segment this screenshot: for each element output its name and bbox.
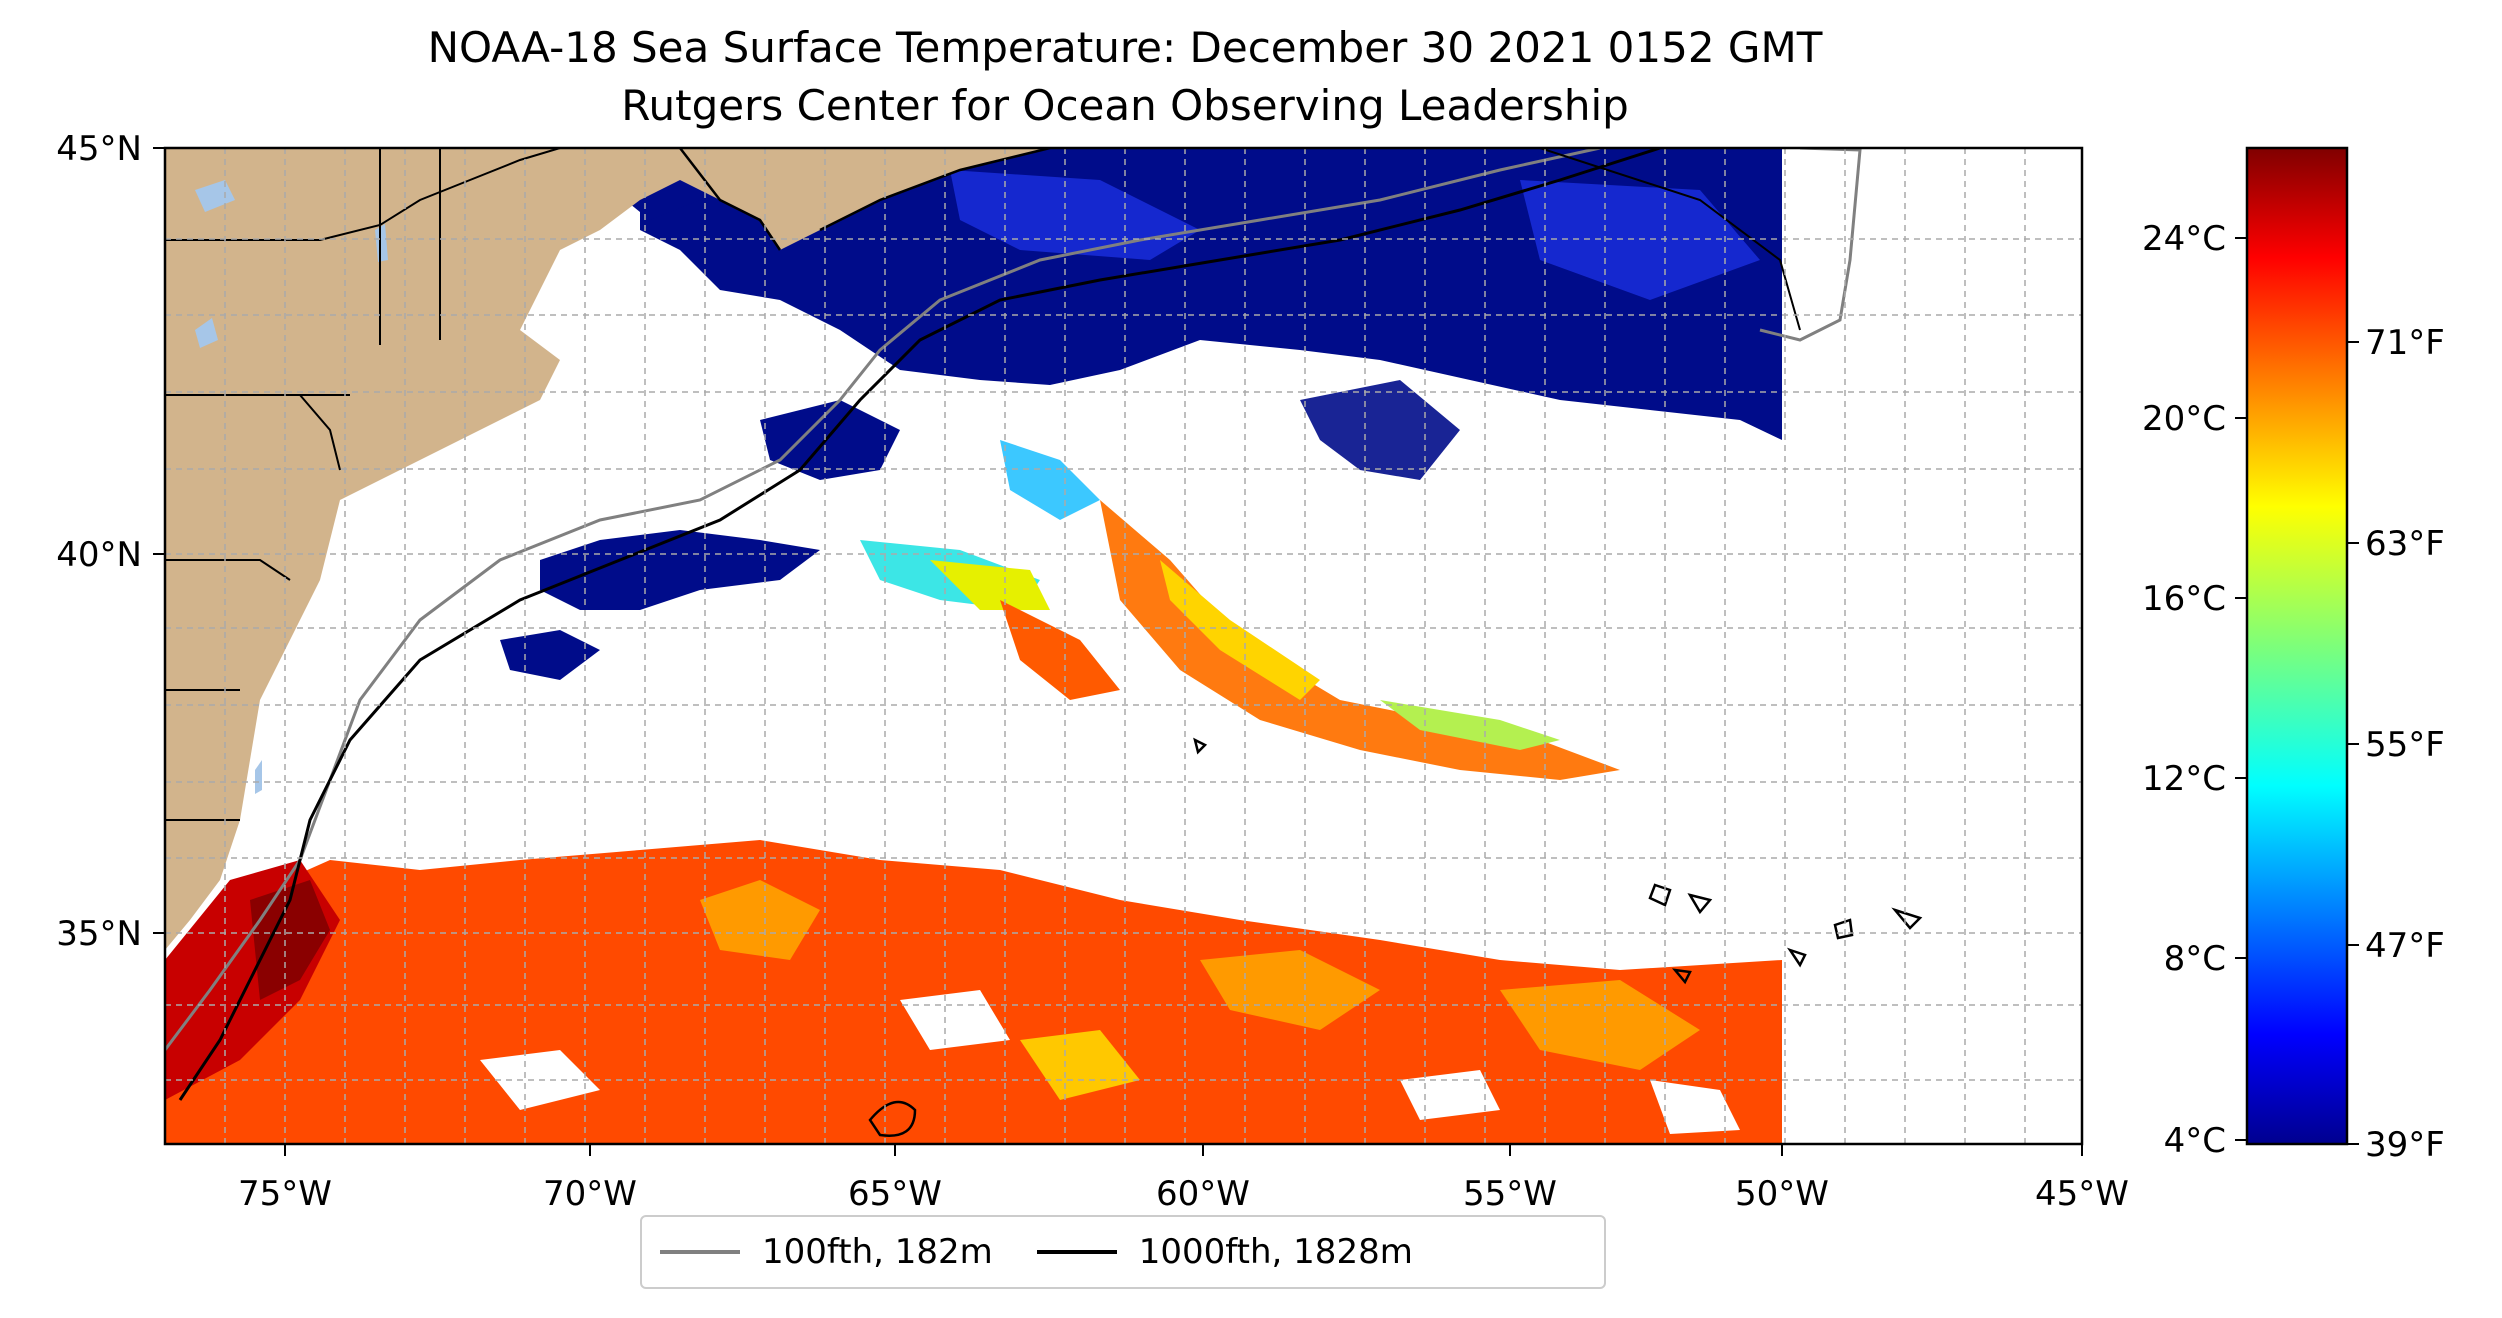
axis-tick-marks — [153, 147, 2083, 1156]
y-axis-labels: 45°N 40°N 35°N — [56, 129, 142, 954]
map-area — [165, 148, 2082, 1144]
warm-water-region — [165, 840, 1782, 1144]
y-tick-label: 35°N — [56, 914, 142, 954]
cold-water-region — [500, 148, 1782, 680]
colorbar-celsius-label: 16°C — [2142, 579, 2226, 619]
bathymetry-contours — [165, 148, 1862, 1101]
colorbar-celsius-label: 24°C — [2142, 219, 2226, 259]
x-tick-label: 70°W — [543, 1174, 637, 1214]
colorbar-celsius-label: 12°C — [2142, 759, 2226, 799]
contour-100fth-grand-banks — [1759, 148, 1862, 342]
legend-item-100fth: 100fth, 182m — [660, 1232, 993, 1272]
map-subtitle: Rutgers Center for Ocean Observing Leade… — [621, 81, 1629, 130]
legend-label: 100fth, 182m — [762, 1232, 993, 1272]
colorbar-celsius-label: 4°C — [2164, 1121, 2226, 1161]
x-tick-label: 50°W — [1735, 1174, 1829, 1214]
y-tick-label: 40°N — [56, 535, 142, 575]
x-tick-label: 65°W — [848, 1174, 942, 1214]
colorbar-fahrenheit-label: 63°F — [2365, 524, 2445, 564]
contour-1000fth — [178, 148, 1661, 1101]
colorbar-celsius-label: 20°C — [2142, 399, 2226, 439]
x-tick-label: 55°W — [1463, 1174, 1557, 1214]
x-axis-labels: 75°W 70°W 65°W 60°W 55°W 50°W 45°W — [238, 1174, 2129, 1214]
colorbar-ticks — [2235, 237, 2359, 1145]
colorbar-gradient — [2245, 146, 2349, 1146]
colorbar-fahrenheit-label: 55°F — [2365, 725, 2445, 765]
state-borders — [165, 148, 561, 821]
legend-line-gray — [660, 1250, 740, 1254]
land-mass — [165, 148, 1050, 950]
gridlines — [165, 148, 2082, 1144]
contour-1000fth-east — [1539, 148, 1801, 331]
legend-item-1000fth: 1000fth, 1828m — [1036, 1232, 1413, 1272]
map-frame — [163, 146, 2084, 1146]
legend-label: 1000fth, 1828m — [1138, 1232, 1413, 1272]
x-tick-label: 45°W — [2035, 1174, 2129, 1214]
y-tick-label: 45°N — [56, 129, 142, 169]
colorbar-fahrenheit-label: 39°F — [2365, 1125, 2445, 1165]
colorbar-celsius-label: 8°C — [2164, 939, 2226, 979]
x-tick-label: 75°W — [238, 1174, 332, 1214]
gulf-stream-front — [860, 440, 1620, 780]
colorbar-fahrenheit-label: 71°F — [2365, 323, 2445, 363]
cold-water-detail — [950, 170, 1760, 300]
x-tick-label: 60°W — [1156, 1174, 1250, 1214]
map-title: NOAA-18 Sea Surface Temperature: Decembe… — [427, 23, 1823, 72]
colorbar-fahrenheit-label: 47°F — [2365, 926, 2445, 966]
legend-line-black — [1036, 1250, 1117, 1254]
contour-100fth — [165, 148, 1601, 1051]
contour-legend: 100fth, 182m 1000fth, 1828m — [640, 1215, 1606, 1289]
colorbar: 24°C 20°C 16°C 12°C 8°C 4°C 71°F 63°F 55… — [2142, 146, 2445, 1165]
